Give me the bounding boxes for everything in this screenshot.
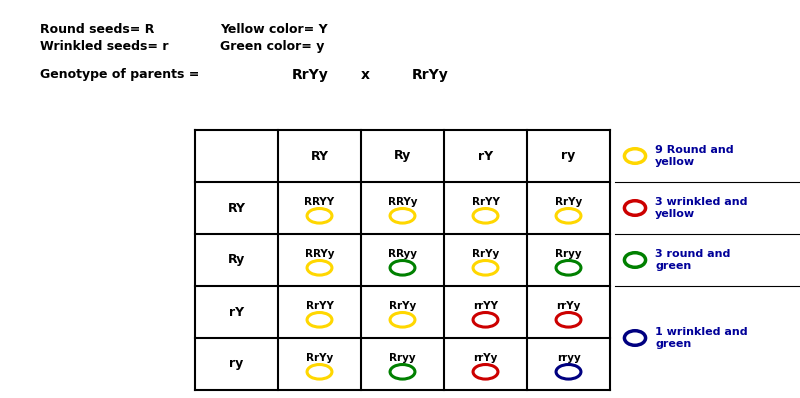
Text: RRyy: RRyy — [388, 249, 417, 259]
Text: x: x — [361, 68, 370, 82]
Text: RrYy: RrYy — [292, 68, 328, 82]
Text: RrYy: RrYy — [389, 301, 416, 311]
Text: RrYy: RrYy — [555, 197, 582, 207]
Text: Rryy: Rryy — [389, 353, 416, 363]
Text: RRYY: RRYY — [305, 197, 334, 207]
Text: 3 round and
green: 3 round and green — [655, 249, 730, 271]
Text: Wrinkled seeds= r: Wrinkled seeds= r — [40, 40, 169, 53]
Text: Yellow color= Y: Yellow color= Y — [220, 23, 328, 36]
Text: Green color= y: Green color= y — [220, 40, 324, 53]
Text: rrYy: rrYy — [474, 353, 498, 363]
Text: RRYy: RRYy — [388, 197, 418, 207]
Text: RrYy: RrYy — [306, 353, 333, 363]
Text: Genotype of parents =: Genotype of parents = — [40, 68, 199, 81]
Text: Round seeds= R: Round seeds= R — [40, 23, 154, 36]
Text: Rryy: Rryy — [555, 249, 582, 259]
Text: rY: rY — [229, 306, 244, 318]
Text: ry: ry — [230, 357, 244, 371]
Text: rryy: rryy — [557, 353, 580, 363]
Text: rrYy: rrYy — [556, 301, 581, 311]
Text: RY: RY — [310, 150, 329, 162]
Text: RrYY: RrYY — [471, 197, 499, 207]
Text: 1 wrinkled and
green: 1 wrinkled and green — [655, 327, 748, 349]
Text: rrYY: rrYY — [473, 301, 498, 311]
Text: RRYy: RRYy — [305, 249, 334, 259]
Text: 3 wrinkled and
yellow: 3 wrinkled and yellow — [655, 197, 747, 219]
Text: RrYY: RrYY — [306, 301, 334, 311]
Text: Ry: Ry — [228, 254, 245, 267]
Text: RY: RY — [227, 201, 246, 215]
Text: RrYy: RrYy — [412, 68, 448, 82]
Text: rY: rY — [478, 150, 493, 162]
Text: ry: ry — [562, 150, 576, 162]
Text: Ry: Ry — [394, 150, 411, 162]
Text: 9 Round and
yellow: 9 Round and yellow — [655, 145, 734, 167]
Text: RrYy: RrYy — [472, 249, 499, 259]
